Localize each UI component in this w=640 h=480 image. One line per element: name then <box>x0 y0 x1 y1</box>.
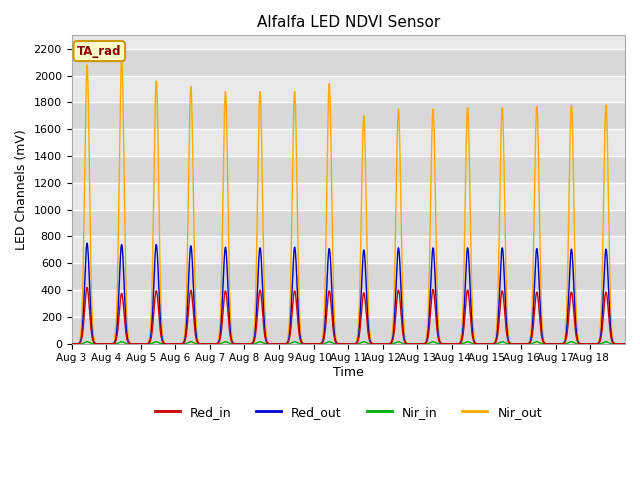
Legend: Red_in, Red_out, Nir_in, Nir_out: Red_in, Red_out, Nir_in, Nir_out <box>150 401 547 424</box>
Bar <box>72 183 625 210</box>
Bar <box>72 290 625 317</box>
Text: TA_rad: TA_rad <box>77 45 122 58</box>
Bar <box>72 317 625 344</box>
Bar <box>72 210 625 237</box>
Bar <box>72 102 625 129</box>
Bar <box>72 129 625 156</box>
X-axis label: Time: Time <box>333 366 364 379</box>
Bar <box>72 237 625 264</box>
Bar <box>72 264 625 290</box>
Title: Alfalfa LED NDVI Sensor: Alfalfa LED NDVI Sensor <box>257 15 440 30</box>
Bar <box>72 156 625 183</box>
Bar <box>72 75 625 102</box>
Y-axis label: LED Channels (mV): LED Channels (mV) <box>15 129 28 250</box>
Bar <box>72 49 625 75</box>
